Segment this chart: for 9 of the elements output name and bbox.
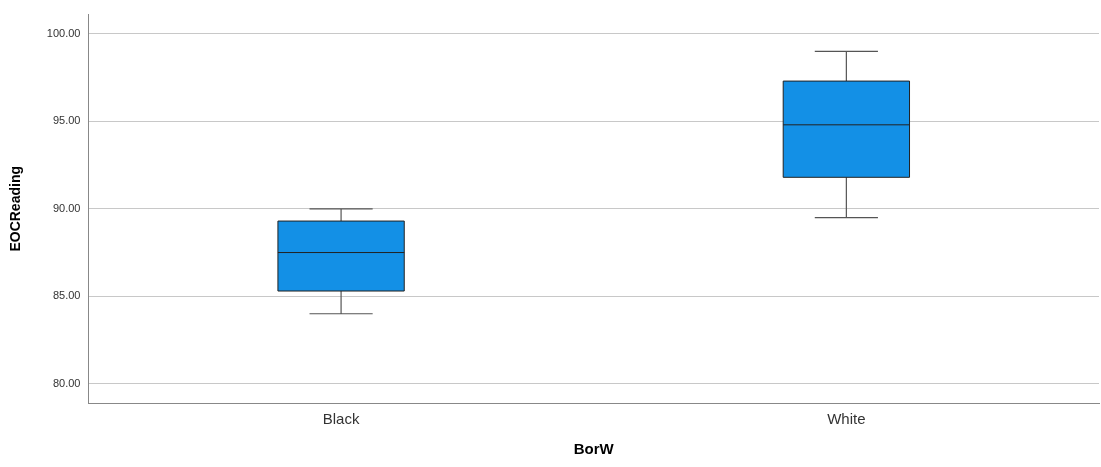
x-tick-label: Black [322,410,360,428]
y-tick-label: 100.00 [46,26,81,39]
y-tick-label: 85.00 [52,289,81,302]
y-tick-label: 95.00 [52,114,81,127]
y-axis-title: EOCReading [7,166,24,252]
y-tick-label: 90.00 [52,201,81,214]
y-tick-label: 80.00 [52,376,81,389]
x-axis-title: BorW [573,440,615,458]
x-tick-label: White [827,410,866,428]
